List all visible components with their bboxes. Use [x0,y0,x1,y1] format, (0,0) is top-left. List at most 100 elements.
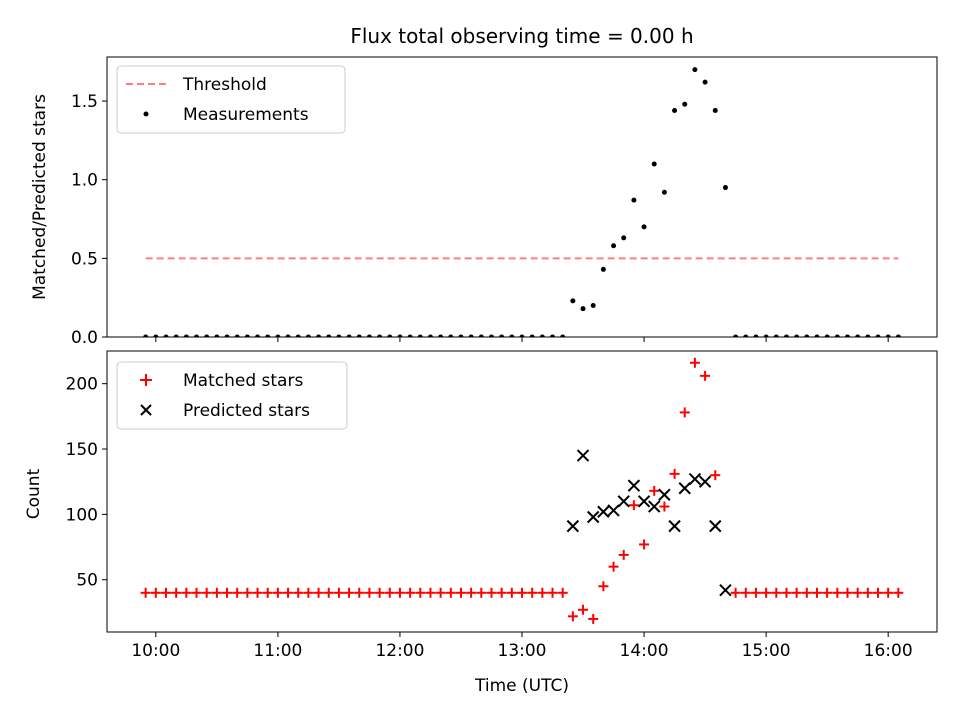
measurement-point [224,334,230,337]
matched-star-point [608,561,619,572]
matched-star-point [211,587,222,598]
predicted-star-point [597,505,610,518]
measurement-point [855,334,861,337]
measurement-point [885,334,891,337]
matched-star-point [750,587,761,598]
predicted-star-point [627,479,641,492]
measurement-point [377,334,383,337]
matched-star-point [394,587,405,598]
matched-star-point [445,587,456,598]
matched-star-point [171,587,182,598]
measurement-point [438,334,444,337]
matched-star-point [242,587,253,598]
matched-star-point [679,407,690,418]
plot-data-1 [140,357,904,624]
measurement-point [580,306,586,312]
matched-star-point [140,587,151,598]
measurement-point [305,334,311,337]
x-axis-label: Time (UTC) [474,676,569,696]
matched-star-point [791,587,802,598]
matched-star-point [354,587,365,598]
legend-predicted-label: Predicted stars [183,401,310,421]
matched-star-point [333,587,344,598]
predicted-star-point [668,519,681,533]
matched-star-point [730,587,741,598]
predicted-star-point [678,482,691,495]
x-tick-label: 14:00 [620,641,669,661]
measurement-point [417,334,423,337]
matched-star-point [517,587,527,598]
matched-star-point [344,587,355,598]
measurement-point [804,334,810,337]
matched-star-point [435,587,446,598]
predicted-star-point [709,519,722,533]
matched-star-point [476,587,487,598]
matched-star-point [842,587,853,598]
matched-star-point [578,604,589,615]
matched-star-point [862,587,873,598]
measurement-point [255,334,261,337]
matched-star-point [567,611,578,622]
matched-star-point [852,587,863,598]
top-legend: Threshold Measurements [116,65,346,134]
measurement-point [356,334,362,337]
matched-star-point [323,587,334,598]
matched-star-point [252,587,263,598]
predicted-star-point [607,504,620,517]
measurement-point [397,334,403,337]
matched-star-point [466,587,477,598]
matched-star-point [873,587,884,598]
measurement-point [468,334,474,337]
legend-measurements-label: Measurements [183,105,309,125]
measurement-point [448,334,454,337]
matched-star-point [588,613,599,624]
measurement-point [234,334,240,337]
measurement-point [387,334,393,337]
measurement-point [570,298,576,304]
matched-star-point [801,587,812,598]
y-tick-label: 150 [66,440,98,460]
y-tick-label: 0.0 [71,328,98,348]
matched-star-point [557,587,568,598]
bottom-legend: Matched stars Predicted stars [116,361,348,430]
top-legend-box [116,65,346,134]
measurement-point [743,334,749,337]
measurement-point [204,334,210,337]
matched-star-point [811,587,822,598]
measurement-point [844,334,850,337]
matched-star-point [527,587,538,598]
matched-star-point [272,587,283,598]
matched-star-point [628,500,639,511]
bottom-plot-area: 10:00 11:00 12:00 13:00 14:00 15:00 16:00 50 100… [66,350,938,661]
matched-star-point [262,587,273,598]
predicted-star-point [566,519,580,533]
measurement-point [560,334,566,337]
legend-predicted-swatch [140,404,152,416]
bottom-y-axis-label: Count [24,468,44,519]
matched-star-point [160,587,171,598]
matched-star-point [649,485,660,496]
x-tick-label: 12:00 [375,641,424,661]
measurement-point [499,334,505,337]
predicted-star-point [586,510,600,524]
matched-star-point [547,587,558,598]
matched-star-point [506,587,517,598]
measurement-point [275,334,281,337]
measurement-point [824,334,830,337]
measurement-point [600,266,606,272]
matched-star-point [232,587,243,598]
matched-star-point [710,470,721,481]
legend-measurements-swatch [143,111,149,117]
y-tick-label: 50 [76,571,98,591]
measurement-point [143,334,149,337]
predicted-star-point [648,500,661,513]
measurement-point [794,334,800,337]
measurement-point [265,334,271,337]
legend-threshold-label: Threshold [182,75,267,95]
measurement-point [763,334,769,337]
measurement-point [183,334,189,337]
matched-star-point [618,549,629,560]
measurement-point [692,67,698,73]
matched-star-point [740,587,751,598]
